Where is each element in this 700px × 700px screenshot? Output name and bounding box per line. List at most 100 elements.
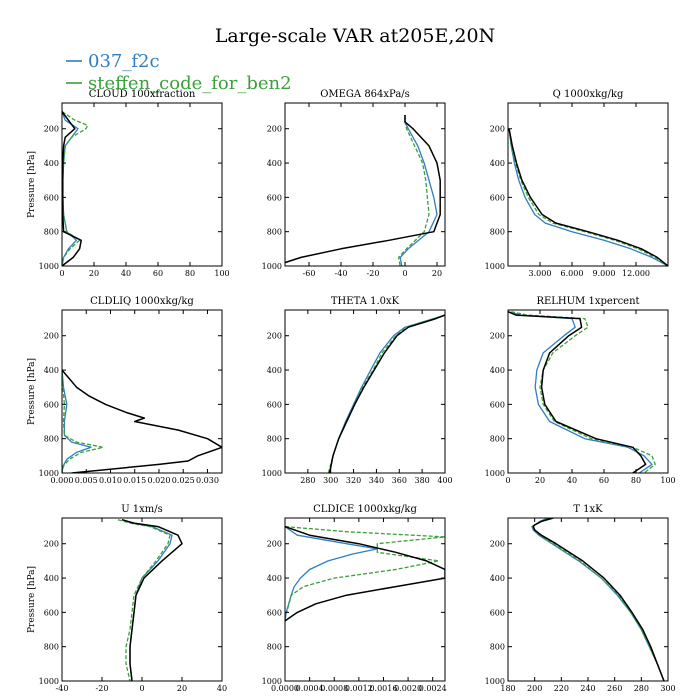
y-tick-label: 1000 xyxy=(485,469,505,478)
x-tick-label: 360 xyxy=(392,476,407,485)
y-tick-label: 200 xyxy=(44,125,59,134)
panel-5: THETA 1.0xK 200 400 600 800 1000 280 300 320 340 3… xyxy=(262,296,453,485)
series-line-2 xyxy=(62,370,104,473)
panel-series xyxy=(508,311,656,473)
y-tick-label: 1000 xyxy=(39,677,59,686)
series-line-1 xyxy=(285,526,378,621)
x-tick-label: 0.010 xyxy=(99,476,122,485)
x-tick-label: -20 xyxy=(367,269,380,278)
x-tick-label: 20 xyxy=(432,269,442,278)
y-tick-label: 600 xyxy=(44,400,59,409)
x-tick-label: 0.0016 xyxy=(369,684,397,693)
panel-title: CLDICE 1000xkg/kg xyxy=(313,504,417,515)
x-tick-label: 6.000 xyxy=(561,269,584,278)
panel-title: CLOUD 100xfraction xyxy=(89,89,196,100)
y-tick-label: 800 xyxy=(267,643,282,652)
panel-series xyxy=(285,525,445,622)
y-tick-label: 800 xyxy=(267,435,282,444)
plot-frame xyxy=(61,102,223,267)
x-tick-label: 20 xyxy=(535,476,545,485)
x-tick-label: 0.030 xyxy=(196,476,219,485)
series-line-1 xyxy=(328,314,445,473)
y-tick-label: 200 xyxy=(267,332,282,341)
x-tick-label: -20 xyxy=(96,684,109,693)
series-line-2 xyxy=(285,525,445,613)
series-line-3 xyxy=(285,115,441,264)
y-tick-label: 400 xyxy=(490,159,505,168)
x-tick-label: -40 xyxy=(56,684,69,693)
y-tick-label: 600 xyxy=(44,193,59,202)
x-tick-label: 0.025 xyxy=(172,476,195,485)
series-line-3 xyxy=(62,369,222,473)
x-tick-label: 20 xyxy=(177,684,187,693)
x-tick-label: 280 xyxy=(300,476,315,485)
x-tick-label: 0.0004 xyxy=(296,684,324,693)
panel-8: CLDICE 1000xkg/kg20040060080010000.00000… xyxy=(262,504,447,693)
y-tick-label: 600 xyxy=(490,193,505,202)
series-line-2 xyxy=(531,518,665,681)
panel-series xyxy=(531,518,665,681)
series-line-2 xyxy=(397,115,430,266)
x-tick-label: 60 xyxy=(599,476,609,485)
x-tick-label: 300 xyxy=(323,476,338,485)
x-tick-label: 9.000 xyxy=(593,269,616,278)
x-tick-label: 240 xyxy=(580,684,595,693)
panel-2: OMEGA 864xPa/s 200 400 600 800 1000 -60 -40 -20 0… xyxy=(262,89,446,278)
series-line-3 xyxy=(62,111,82,266)
panel-series xyxy=(62,369,222,473)
y-tick-label: 600 xyxy=(267,400,282,409)
x-tick-label: 0 xyxy=(505,476,510,485)
x-tick-label: 0.015 xyxy=(123,476,146,485)
panel-7: U 1xm/s 200 400 600 800 1000-40 -20 0 20 40 Pressu… xyxy=(27,504,227,693)
y-tick-label: 1000 xyxy=(485,677,505,686)
x-tick-label: 0.000 xyxy=(51,476,74,485)
x-tick-label: 0.005 xyxy=(75,476,98,485)
y-tick-label: 600 xyxy=(267,193,282,202)
y-tick-label: 800 xyxy=(267,228,282,237)
x-tick-label: 0.0020 xyxy=(394,684,422,693)
y-tick-label: 400 xyxy=(44,366,59,375)
y-tick-label: 800 xyxy=(490,643,505,652)
x-tick-label: 220 xyxy=(554,684,569,693)
y-axis-label: Pressure [hPa] xyxy=(27,151,37,218)
y-tick-label: 200 xyxy=(490,332,505,341)
series-line-2 xyxy=(62,111,89,266)
y-tick-label: 600 xyxy=(44,608,59,617)
y-tick-label: 200 xyxy=(44,332,59,341)
legend-label-1: 037_f2c xyxy=(88,51,160,72)
y-axis-label: Pressure [hPa] xyxy=(27,566,37,633)
y-tick-label: 400 xyxy=(267,574,282,583)
y-tick-label: 800 xyxy=(44,228,59,237)
plot-frame xyxy=(507,309,669,474)
x-tick-label: 0.0008 xyxy=(320,684,348,693)
legend-label-2: steffen_code_for_ben2 xyxy=(88,73,292,94)
x-tick-label: 12.000 xyxy=(622,269,650,278)
figure-title: Large-scale VAR at205E,20N xyxy=(215,25,495,47)
x-tick-label: 320 xyxy=(346,476,361,485)
x-tick-label: 60 xyxy=(153,269,163,278)
series-line-3 xyxy=(508,311,647,473)
x-tick-label: 180 xyxy=(500,684,515,693)
plot-frame xyxy=(61,309,223,474)
y-tick-label: 400 xyxy=(44,159,59,168)
x-tick-label: 40 xyxy=(567,476,577,485)
y-tick-label: 1000 xyxy=(262,262,282,271)
series-line-1 xyxy=(531,518,665,681)
y-tick-label: 1000 xyxy=(262,469,282,478)
panel-title: T 1xK xyxy=(573,504,603,515)
x-tick-label: 400 xyxy=(437,476,452,485)
panel-3: Q 1000xkg/kg 200 400 600 800 1000 3.000 6.000 9.… xyxy=(485,89,669,278)
y-tick-label: 400 xyxy=(44,574,59,583)
y-tick-label: 1000 xyxy=(485,262,505,271)
x-tick-label: 0 xyxy=(139,684,144,693)
x-tick-label: 200 xyxy=(527,684,542,693)
y-tick-label: 200 xyxy=(267,125,282,134)
y-tick-label: 400 xyxy=(267,159,282,168)
y-tick-label: 400 xyxy=(490,574,505,583)
y-tick-label: 200 xyxy=(44,540,59,549)
y-tick-label: 200 xyxy=(490,125,505,134)
y-tick-label: 1000 xyxy=(39,262,59,271)
